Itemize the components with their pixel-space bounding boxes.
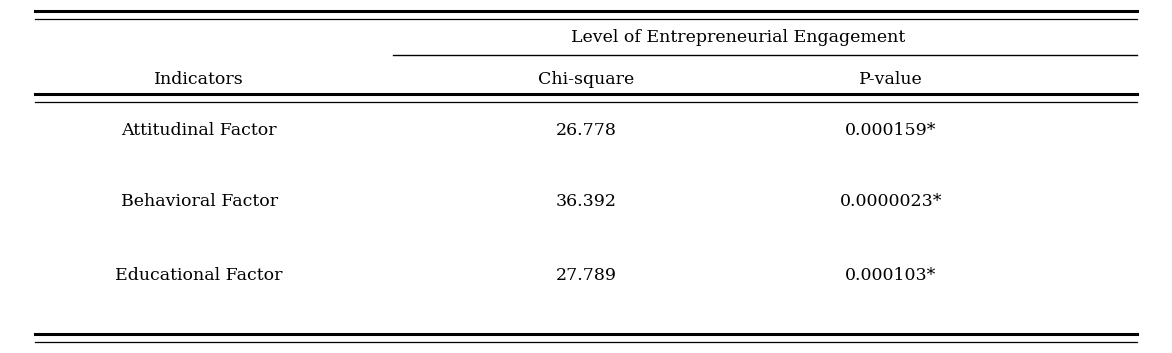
Text: P-value: P-value — [859, 71, 922, 88]
Text: 0.0000023*: 0.0000023* — [839, 193, 942, 210]
Text: Level of Entrepreneurial Engagement: Level of Entrepreneurial Engagement — [571, 29, 906, 46]
Text: 26.778: 26.778 — [556, 122, 616, 139]
Text: 36.392: 36.392 — [556, 193, 616, 210]
Text: Attitudinal Factor: Attitudinal Factor — [122, 122, 277, 139]
Text: 0.000103*: 0.000103* — [845, 267, 936, 284]
Text: Behavioral Factor: Behavioral Factor — [121, 193, 278, 210]
Text: 0.000159*: 0.000159* — [845, 122, 936, 139]
Text: Educational Factor: Educational Factor — [116, 267, 282, 284]
Text: Indicators: Indicators — [155, 71, 244, 88]
Text: 27.789: 27.789 — [556, 267, 616, 284]
Text: Chi-square: Chi-square — [538, 71, 634, 88]
